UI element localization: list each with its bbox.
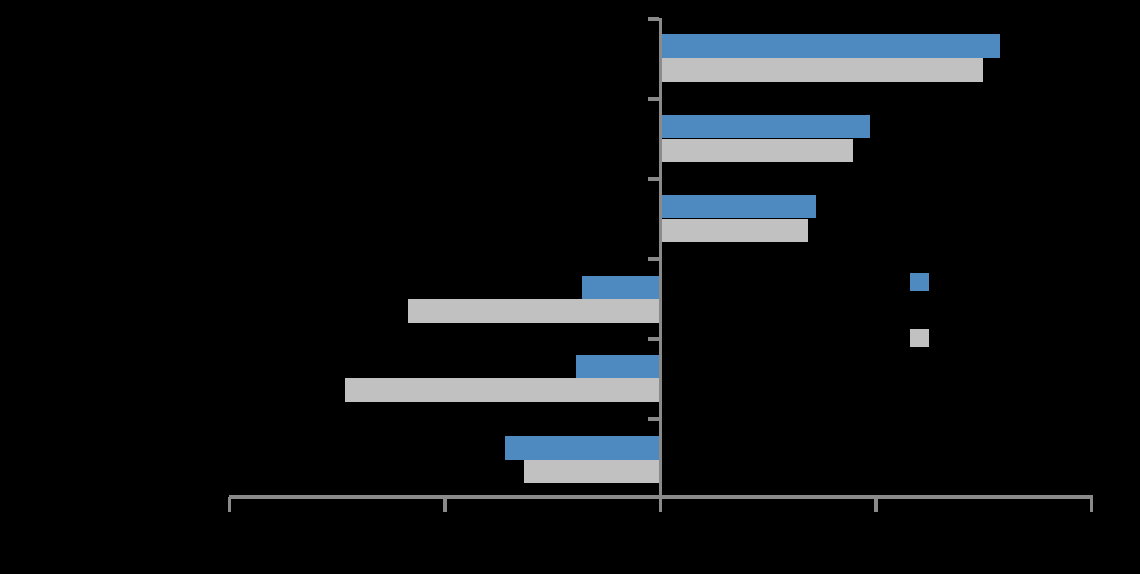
- y-axis-tick-1: [648, 17, 660, 21]
- y-axis-line: [659, 18, 663, 499]
- bar-gray-series-cat2: [660, 138, 854, 163]
- x-axis-tick-2: [443, 497, 447, 512]
- y-axis-tick-2: [648, 97, 660, 101]
- y-axis-tick-6: [648, 417, 660, 421]
- x-axis-tick-1: [227, 497, 232, 512]
- bar-blue-series-cat5: [576, 354, 661, 379]
- x-axis-tick-4: [874, 497, 878, 512]
- bar-gray-series-cat4: [408, 299, 661, 323]
- bar-gray-series-cat6: [523, 459, 661, 484]
- bar-blue-series-cat1: [660, 34, 1000, 58]
- bar-blue-series-cat4: [581, 275, 661, 300]
- x-axis-line: [228, 495, 1093, 499]
- bar-blue-series-cat3: [660, 194, 816, 219]
- bar-blue-series-cat6: [505, 436, 661, 460]
- x-axis-tick-5: [1089, 497, 1094, 512]
- bar-blue-series-cat2: [660, 114, 870, 139]
- y-axis-tick-5: [648, 337, 660, 341]
- bar-gray-series-cat1: [660, 58, 983, 82]
- bar-gray-series-cat3: [660, 218, 809, 243]
- x-axis-tick-3: [658, 497, 663, 512]
- legend-swatch-blue-series: [910, 272, 929, 291]
- bar-gray-series-cat5: [344, 378, 661, 402]
- y-axis-tick-4: [648, 257, 660, 261]
- y-axis-tick-3: [648, 177, 660, 181]
- legend-swatch-gray-series: [910, 328, 929, 347]
